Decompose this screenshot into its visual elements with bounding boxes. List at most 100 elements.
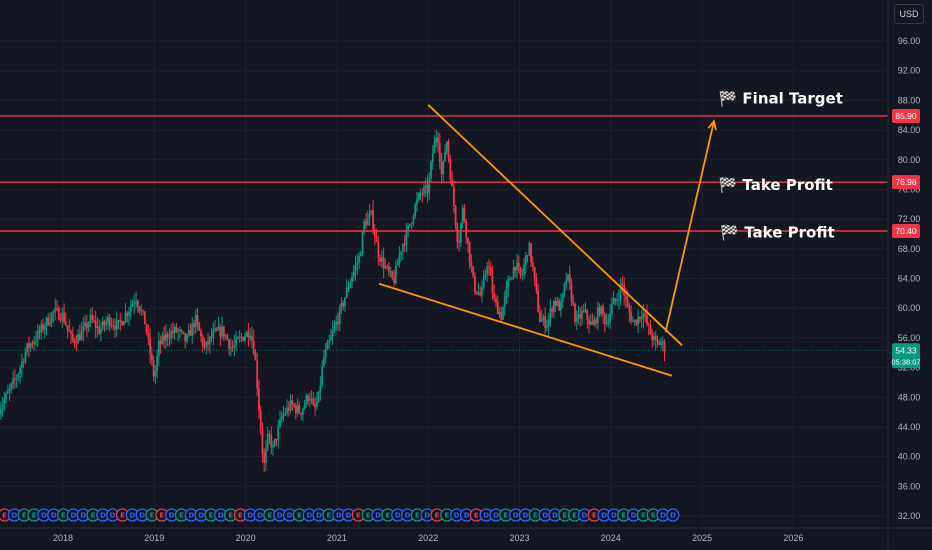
event-marker-label: D bbox=[375, 512, 381, 520]
event-marker-label: D bbox=[601, 512, 607, 520]
event-marker-label: E bbox=[651, 512, 656, 520]
candle-body bbox=[423, 187, 425, 194]
event-marker-label: D bbox=[41, 512, 47, 520]
candle-body bbox=[402, 244, 404, 252]
candle-body bbox=[149, 337, 151, 354]
candle-body bbox=[236, 338, 239, 340]
candle-body bbox=[96, 326, 99, 328]
candle-body bbox=[435, 137, 438, 142]
event-marker-label: D bbox=[169, 512, 175, 520]
candle-body bbox=[366, 217, 369, 226]
candle-body bbox=[63, 312, 65, 322]
event-marker-label: D bbox=[257, 512, 263, 520]
candle-body bbox=[256, 360, 259, 389]
candle-body bbox=[528, 243, 531, 256]
trendlines[interactable] bbox=[378, 104, 717, 377]
candle-body bbox=[52, 311, 55, 314]
candle-body bbox=[440, 161, 443, 175]
event-marker-label: E bbox=[474, 512, 479, 520]
candle-body bbox=[126, 312, 129, 316]
candle-body bbox=[222, 326, 225, 337]
price-tick-label: 96.00 bbox=[898, 36, 921, 46]
event-marker-label: D bbox=[129, 512, 135, 520]
candle-body bbox=[277, 426, 280, 440]
candle-body bbox=[228, 339, 230, 349]
candle-body bbox=[560, 301, 562, 311]
candle-body bbox=[282, 413, 285, 417]
candle-body bbox=[574, 303, 576, 322]
candle-body bbox=[189, 330, 192, 336]
candle-body bbox=[488, 266, 490, 268]
horizontal-levels[interactable] bbox=[0, 115, 888, 351]
event-marker-label: D bbox=[316, 512, 322, 520]
candle-body bbox=[249, 335, 252, 338]
candle-body bbox=[661, 341, 664, 343]
candle-body bbox=[305, 395, 308, 405]
candle-body bbox=[191, 323, 194, 336]
price-axis[interactable]: 32.0036.0040.0044.0048.0052.0056.0060.00… bbox=[887, 0, 921, 550]
candle-body bbox=[266, 433, 269, 449]
candle-body bbox=[335, 321, 338, 327]
currency-selector[interactable]: USD bbox=[894, 4, 924, 24]
level-price-badge[interactable] bbox=[892, 224, 920, 238]
candle-body bbox=[646, 314, 648, 324]
candle-body bbox=[609, 313, 611, 323]
candle-body bbox=[317, 391, 320, 403]
candle-body bbox=[145, 324, 148, 333]
candle-body bbox=[363, 220, 366, 232]
candle-body bbox=[337, 321, 339, 324]
trendline[interactable] bbox=[427, 104, 683, 346]
candle-body bbox=[653, 335, 655, 340]
candle-body bbox=[172, 331, 174, 333]
candle-body bbox=[556, 300, 559, 306]
candle-body bbox=[398, 254, 401, 264]
candle-body bbox=[431, 153, 434, 162]
candle-body bbox=[551, 308, 554, 313]
candle-body bbox=[635, 319, 638, 325]
candle-body bbox=[263, 453, 266, 464]
candle-body bbox=[424, 185, 427, 188]
candle-body bbox=[579, 314, 582, 319]
candle-body bbox=[173, 327, 176, 333]
candle-body bbox=[459, 223, 462, 243]
candle-body bbox=[582, 310, 585, 312]
candle-body bbox=[340, 302, 343, 308]
candle-body bbox=[586, 310, 589, 320]
candle-body bbox=[598, 307, 601, 315]
event-marker-label: E bbox=[385, 512, 390, 520]
current-price-badge[interactable] bbox=[892, 343, 920, 369]
candle-body bbox=[140, 310, 143, 312]
candle-body bbox=[323, 357, 325, 367]
candle-body bbox=[405, 229, 408, 245]
event-marker-label: E bbox=[91, 512, 96, 520]
candle-body bbox=[166, 333, 169, 339]
time-tick-label: 2026 bbox=[783, 533, 803, 543]
candle-body bbox=[33, 341, 36, 345]
time-tick-label: 2020 bbox=[236, 533, 256, 543]
event-marker[interactable] bbox=[666, 508, 680, 522]
projection-arrow-line[interactable] bbox=[664, 120, 715, 333]
candle-body bbox=[584, 310, 587, 312]
candle-body bbox=[143, 311, 146, 325]
event-marker-label: D bbox=[188, 512, 194, 520]
candle-body bbox=[375, 236, 378, 242]
candle-body bbox=[589, 321, 592, 325]
candle-body bbox=[164, 333, 167, 341]
candle-body bbox=[409, 224, 411, 226]
candle-body bbox=[170, 331, 173, 339]
event-marker-label: D bbox=[139, 512, 145, 520]
candle-body bbox=[129, 306, 132, 312]
candle-body bbox=[57, 308, 60, 320]
level-price-badge[interactable] bbox=[892, 108, 920, 123]
time-axis[interactable]: 2018 2019 2020 2021 2022 2023 2024 2025 2026 bbox=[0, 527, 932, 543]
candle-body bbox=[50, 313, 53, 323]
level-price-badge[interactable] bbox=[892, 175, 920, 190]
price-tick-label: 56.00 bbox=[898, 333, 921, 343]
trendline[interactable] bbox=[378, 282, 673, 377]
candle-body bbox=[3, 399, 6, 405]
candle-body bbox=[31, 343, 34, 345]
candle-body bbox=[298, 405, 301, 414]
